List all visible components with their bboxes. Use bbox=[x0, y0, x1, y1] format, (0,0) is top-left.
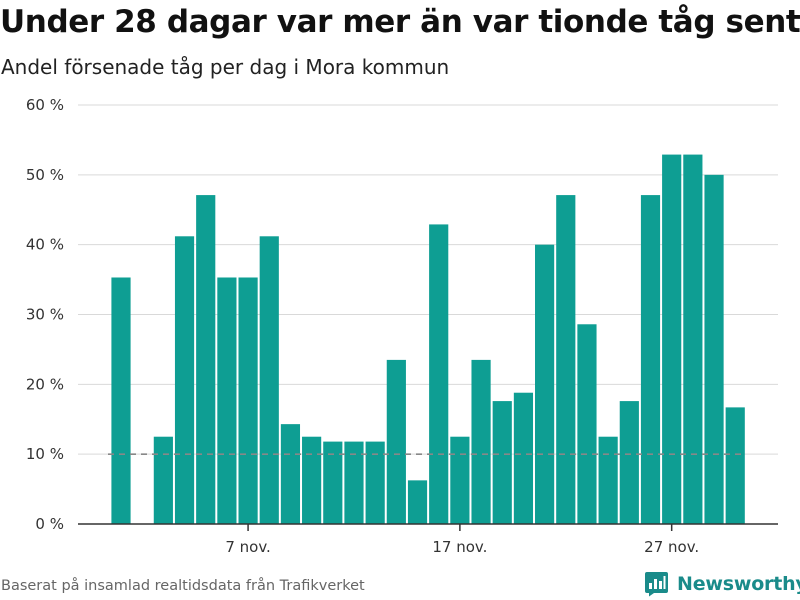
x-tick-label: 17 nov. bbox=[432, 538, 487, 556]
bar bbox=[174, 236, 195, 524]
bar bbox=[238, 277, 258, 524]
bar bbox=[704, 174, 724, 525]
bar bbox=[429, 224, 449, 525]
bar bbox=[513, 392, 534, 524]
y-tick-label: 50 % bbox=[26, 166, 64, 184]
bar bbox=[280, 424, 301, 524]
chart-subtitle: Andel försenade tåg per dag i Mora kommu… bbox=[1, 55, 450, 79]
y-tick-label: 30 % bbox=[26, 306, 64, 324]
bar bbox=[365, 441, 385, 524]
bar bbox=[302, 436, 322, 524]
bar bbox=[407, 480, 428, 524]
bars bbox=[111, 154, 745, 525]
bar bbox=[640, 195, 661, 524]
y-tick-label: 60 % bbox=[26, 96, 64, 114]
brand-name: Newsworthy bbox=[677, 573, 800, 595]
bar bbox=[196, 195, 216, 524]
bar bbox=[386, 359, 406, 524]
y-tick-label: 0 % bbox=[35, 515, 64, 533]
bar bbox=[111, 277, 131, 524]
y-axis-ticks: 0 % 10 % 20 % 30 % 40 % 50 % 60 % bbox=[26, 96, 64, 533]
x-axis-ticks: 7 nov. 17 nov. 27 nov. bbox=[225, 524, 699, 556]
bar bbox=[471, 359, 491, 524]
bar bbox=[323, 441, 343, 524]
bar bbox=[217, 277, 237, 524]
chart-title: Under 28 dagar var mer än var tionde tåg… bbox=[0, 4, 800, 40]
y-tick-label: 20 % bbox=[26, 375, 64, 393]
x-tick-label: 7 nov. bbox=[225, 538, 270, 556]
bar bbox=[556, 195, 576, 524]
bar bbox=[535, 244, 555, 524]
bar bbox=[577, 324, 597, 524]
bar bbox=[153, 436, 173, 524]
bar bbox=[683, 154, 703, 524]
bar bbox=[662, 154, 682, 524]
bar-chart-logo-icon bbox=[645, 572, 668, 597]
bar bbox=[450, 436, 470, 524]
bar bbox=[619, 401, 639, 524]
y-tick-label: 40 % bbox=[26, 236, 64, 254]
bar bbox=[259, 236, 279, 524]
source-note: Baserat på insamlad realtidsdata från Tr… bbox=[1, 578, 365, 594]
x-tick-label: 27 nov. bbox=[644, 538, 699, 556]
bar bbox=[725, 407, 745, 524]
bar bbox=[598, 436, 618, 524]
bar bbox=[492, 401, 512, 524]
bar bbox=[344, 441, 364, 524]
y-tick-label: 10 % bbox=[26, 445, 64, 463]
newsworthy-logo[interactable]: Newsworthy bbox=[644, 569, 800, 599]
